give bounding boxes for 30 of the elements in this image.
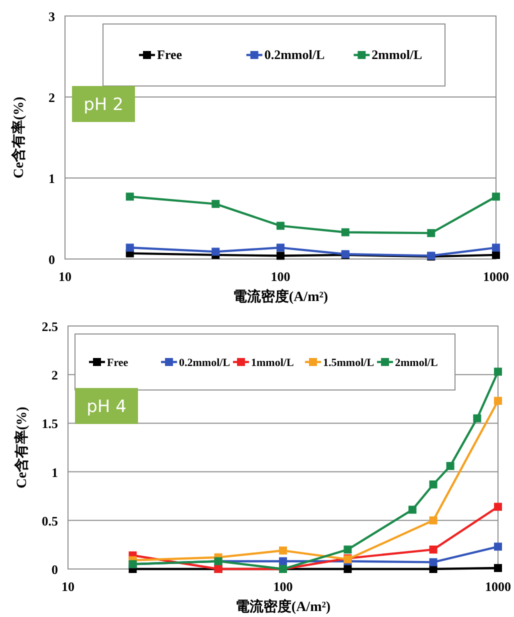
x-axis-title: 電流密度(A/m²) [232,288,328,305]
y-tick-label: 2.5 [42,319,58,334]
legend-label: 0.2mmol/L [264,47,325,62]
x-tick-label: 10 [62,579,74,594]
annotation: pH 2 [84,95,124,115]
x-tick-label: 10 [58,269,72,284]
x-tick-label: 100 [273,579,293,594]
legend-label: 1mmol/L [251,357,294,369]
x-axis-title: 電流密度(A/m²) [235,598,331,615]
y-tick-label: 0 [48,252,55,267]
legend-label: Free [107,357,128,369]
legend-label: 2mmol/L [372,47,423,62]
x-tick-label: 1000 [485,579,511,594]
legend-label: 1.5mmol/L [323,357,374,369]
y-tick-label: 0 [52,562,58,577]
x-tick-label: 100 [270,269,290,284]
legend-label: 0.2mmol/L [179,357,230,369]
annotation: pH 4 [86,397,126,417]
y-axis-title: Ce含有率(%) [13,406,30,488]
y-axis-title: Ce含有率(%) [10,96,27,178]
y-tick-label: 2 [52,368,58,383]
y-tick-label: 1 [52,464,58,480]
y-tick-label: 1.5 [42,416,58,432]
y-tick-label: 2 [48,90,55,105]
y-tick-label: 3 [48,9,56,24]
y-tick-label: 1 [48,171,55,186]
y-tick-label: 0.5 [42,513,58,528]
x-tick-label: 1000 [483,269,509,284]
legend-label: 2mmol/L [395,357,438,369]
legend-label: Free [157,47,182,62]
